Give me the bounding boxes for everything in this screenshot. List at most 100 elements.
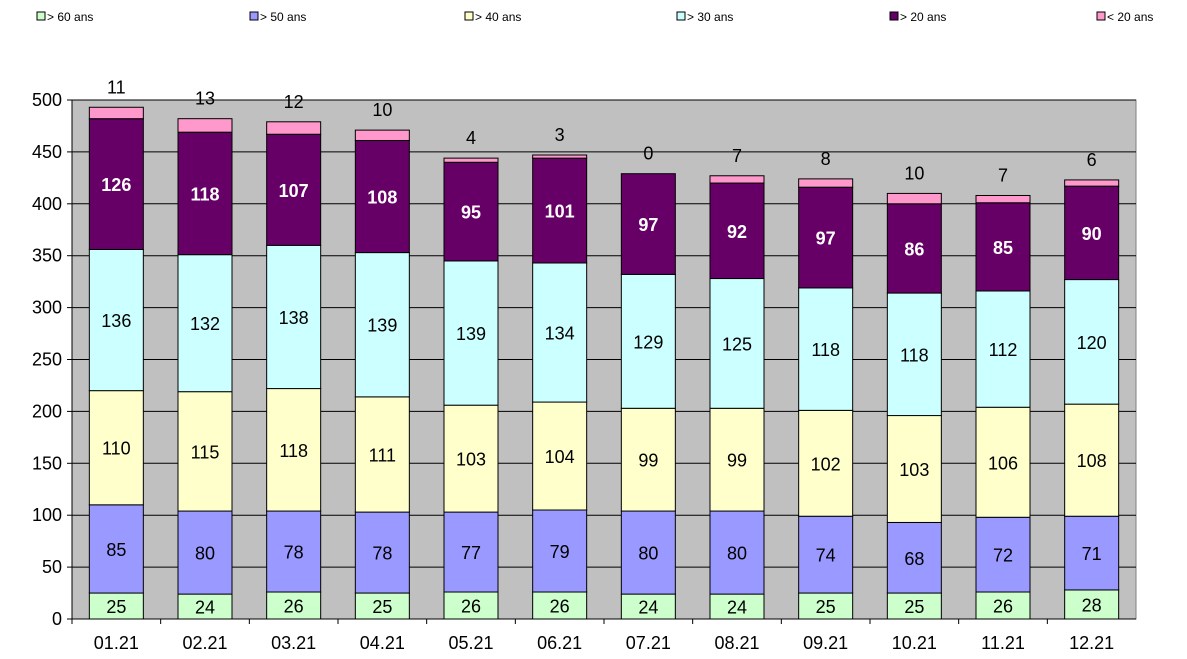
bar-segment <box>266 133 322 246</box>
bar-segment <box>886 521 942 594</box>
bar-segment <box>620 593 676 620</box>
data-label: 72 <box>993 546 1013 566</box>
bar-segment <box>798 287 854 411</box>
bar-segment <box>886 203 942 294</box>
data-label: 138 <box>279 308 309 328</box>
legend-label: > 20 ans <box>900 10 946 24</box>
data-label: 125 <box>722 334 752 354</box>
data-label-top: 13 <box>195 89 215 109</box>
data-label-top: 4 <box>466 128 476 148</box>
y-tick-label: 100 <box>32 505 62 525</box>
data-label: 80 <box>727 544 747 564</box>
bar-segment <box>886 415 942 523</box>
y-tick-label: 150 <box>32 453 62 473</box>
bars: 25 85 110 136 12 6 11 24 80 115 132 118 13 26 7 8 118 138… <box>88 77 1120 620</box>
bar-segment <box>798 515 854 594</box>
bar-segment <box>709 278 765 409</box>
data-label: 115 <box>191 442 220 462</box>
bar-segment <box>532 157 588 264</box>
x-tick-label: 02.21 <box>182 633 227 653</box>
data-label-top: 7 <box>998 165 1008 185</box>
y-tick-label: 450 <box>32 142 62 162</box>
x-tick-label: 01.21 <box>94 633 139 653</box>
data-label: 24 <box>195 598 215 618</box>
bar-segment <box>443 511 499 593</box>
data-label: 103 <box>899 460 929 480</box>
data-label: 24 <box>727 598 747 618</box>
data-label-top: 0 <box>643 144 653 164</box>
bar-segment <box>1064 279 1120 405</box>
data-label: 92 <box>727 222 747 242</box>
data-label: 118 <box>900 345 929 365</box>
data-label: 110 <box>102 439 131 459</box>
data-label-top: 3 <box>555 125 565 145</box>
data-label-top: 11 <box>107 77 126 97</box>
bar-segment <box>266 388 322 512</box>
bar-segment <box>443 161 499 262</box>
bar-segment <box>177 254 233 393</box>
data-label: 132 <box>190 314 220 334</box>
data-label: 26 <box>550 597 570 617</box>
data-label: 26 <box>284 597 304 617</box>
data-label: 26 <box>993 597 1013 617</box>
legend-label: > 30 ans <box>687 10 733 24</box>
legend-label: > 60 ans <box>47 10 93 24</box>
data-label-top: 6 <box>1087 150 1097 170</box>
bar-segment <box>177 510 233 595</box>
bar-segment <box>532 401 588 511</box>
x-tick-label: 11.21 <box>981 633 1025 653</box>
bar-segment <box>88 106 144 120</box>
data-label: 101 <box>545 202 575 222</box>
data-label: 120 <box>1077 333 1107 353</box>
x-tick-label: 12.21 <box>1069 633 1114 653</box>
data-label: 102 <box>811 454 841 474</box>
data-label: 68 <box>904 549 924 569</box>
bar-segment <box>177 391 233 512</box>
bar-segment <box>354 252 410 398</box>
bar-segment <box>266 591 322 620</box>
data-label: 79 <box>550 542 570 562</box>
x-axis: 01.21 02.21 03.21 04.21 05.21 06.21 07.21 08.21… <box>71 618 1136 653</box>
bar-segment <box>709 182 765 280</box>
data-label-top: 8 <box>821 149 831 169</box>
bar-segment <box>532 262 588 403</box>
y-tick-label: 0 <box>52 609 62 629</box>
data-label: 111 <box>369 445 396 465</box>
legend-swatch <box>36 11 46 21</box>
data-label: 99 <box>638 451 658 471</box>
data-label: 97 <box>638 215 658 235</box>
bar-segment <box>177 593 233 620</box>
bar-segment <box>1064 403 1120 517</box>
data-label: 134 <box>545 324 575 344</box>
bar-segment <box>1064 179 1120 187</box>
bar-segment <box>620 173 676 275</box>
x-tick-label: 06.21 <box>537 633 582 653</box>
bar-segment <box>177 118 233 133</box>
legend-label: > 50 ans <box>260 10 306 24</box>
data-label: 99 <box>727 451 747 471</box>
bar-segment <box>532 509 588 593</box>
bar-segment <box>443 157 499 163</box>
y-axis: 0 50 100 150 200 250 300 350 400 450 500 <box>32 90 73 629</box>
bar-segment <box>1064 185 1120 281</box>
bar-segment <box>798 409 854 517</box>
bar-segment <box>709 510 765 595</box>
bar-segment <box>886 192 942 205</box>
bar-segment <box>266 121 322 135</box>
data-label-top: 12 <box>284 92 304 112</box>
data-label: 28 <box>1082 595 1102 615</box>
data-label: 129 <box>633 332 663 352</box>
bar-segment <box>88 118 144 250</box>
data-label: 77 <box>461 543 481 563</box>
data-label: 108 <box>367 188 397 208</box>
bar-segment <box>620 510 676 595</box>
x-tick-label: 04.21 <box>360 633 405 653</box>
data-label: 85 <box>106 540 126 560</box>
data-label: 118 <box>279 441 308 461</box>
data-label: 25 <box>816 597 836 617</box>
legend-swatch <box>1096 11 1106 21</box>
data-label: 136 <box>101 311 131 331</box>
bar-segment <box>709 175 765 184</box>
bar-segment <box>620 273 676 409</box>
